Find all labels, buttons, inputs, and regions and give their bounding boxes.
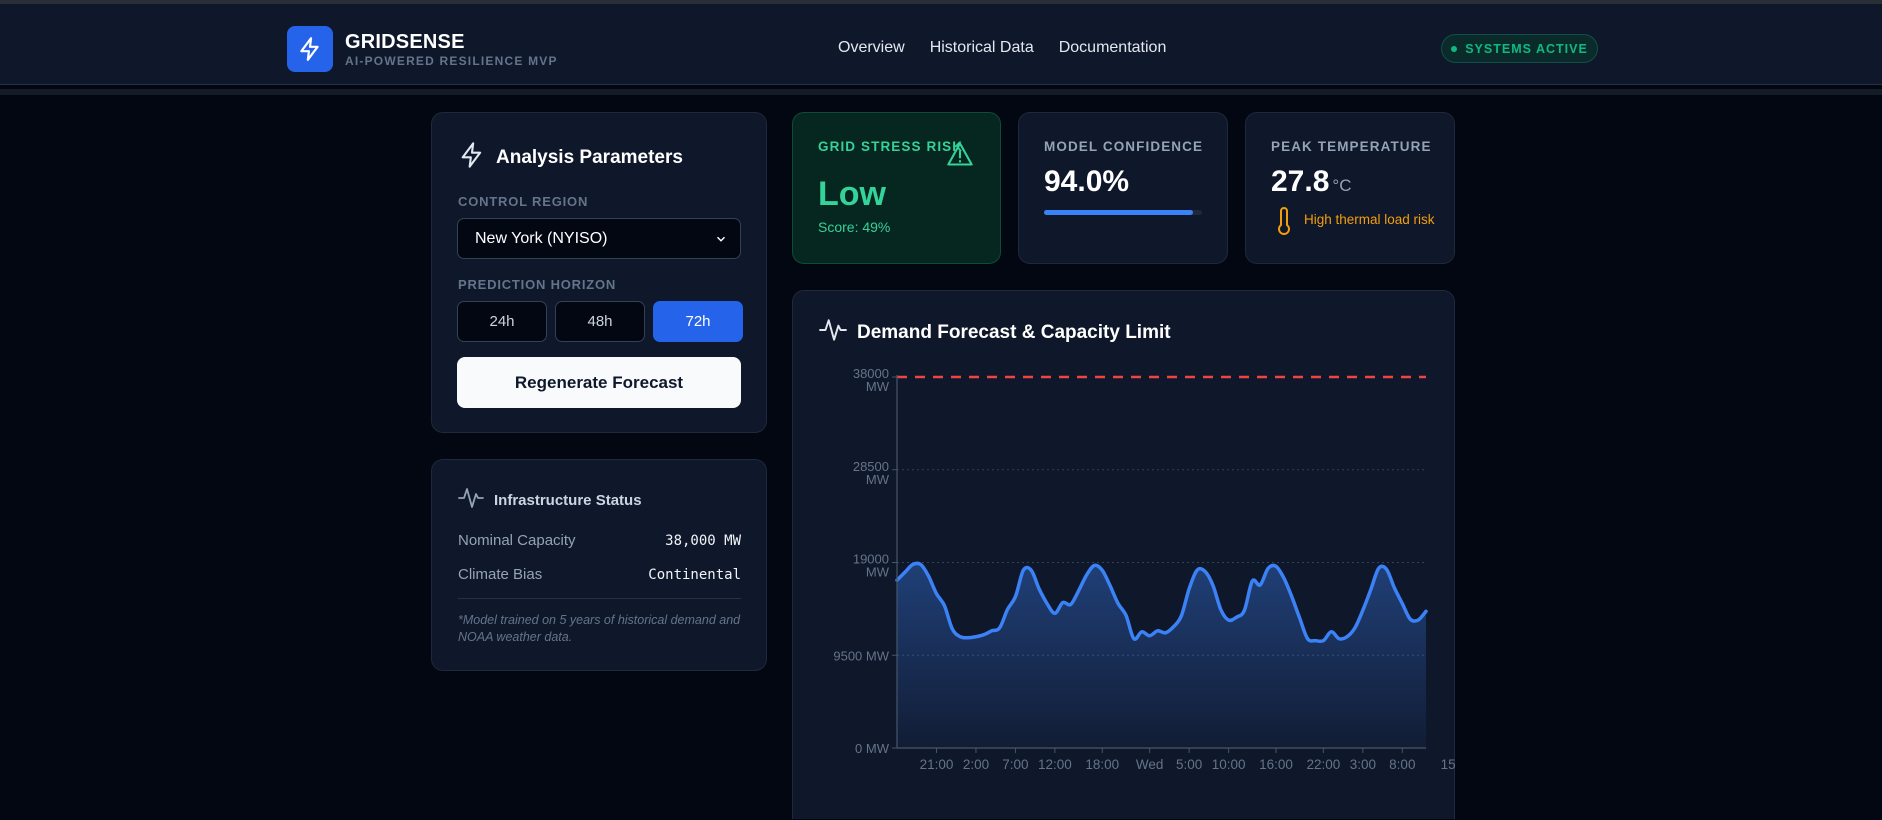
y-tick-label: 0 MW [855, 741, 890, 756]
peak-temperature-card: PEAK TEMPERATURE 27.8 °C High thermal loa… [1245, 112, 1455, 264]
confidence-bar-fill [1044, 210, 1193, 215]
x-tick-label: 15:00 [1441, 757, 1456, 772]
risk-level: Low [818, 175, 886, 213]
y-tick-unit: MW [866, 565, 890, 580]
confidence-value: 94.0% [1044, 165, 1130, 198]
x-tick-label: 21:00 [920, 757, 954, 772]
regenerate-forecast-button[interactable]: Regenerate Forecast [457, 357, 741, 408]
nominal-capacity-row: Nominal Capacity 38,000 MW [458, 532, 741, 549]
temperature-value: 27.8 °C [1271, 165, 1351, 199]
status-badge: SYSTEMS ACTIVE [1441, 34, 1598, 63]
x-tick-label: 8:00 [1389, 757, 1415, 772]
nav-historical-data[interactable]: Historical Data [929, 39, 1034, 56]
region-select-value: New York (NYISO) [475, 229, 608, 247]
thermal-load-note: High thermal load risk [1304, 212, 1435, 227]
prediction-horizon-label: PREDICTION HORIZON [458, 277, 617, 292]
warning-triangle-icon [945, 140, 975, 173]
activity-icon [819, 318, 847, 347]
region-select[interactable]: New York (NYISO) [457, 218, 741, 259]
control-region-label: CONTROL REGION [458, 194, 589, 209]
model-note: *Model trained on 5 years of historical … [458, 613, 741, 644]
confidence-bar [1044, 210, 1202, 215]
lightning-logo-icon [287, 26, 333, 72]
y-tick-label: 28500 [853, 459, 889, 474]
lightning-icon [458, 141, 486, 174]
card-title: Analysis Parameters [496, 146, 683, 168]
status-dot-icon [1451, 45, 1458, 52]
brand-tagline: AI-POWERED RESILIENCE MVP [345, 54, 558, 68]
x-tick-label: 7:00 [1002, 757, 1028, 772]
x-tick-label: 10:00 [1212, 757, 1246, 772]
x-tick-label: 3:00 [1350, 757, 1376, 772]
stat-label: MODEL CONFIDENCE [1044, 139, 1204, 154]
analysis-parameters-card: Analysis Parameters CONTROL REGION New Y… [431, 112, 767, 433]
x-tick-label: Wed [1136, 757, 1164, 772]
brand[interactable]: GRIDSENSE AI-POWERED RESILIENCE MVP [287, 26, 558, 72]
header-divider [0, 89, 1882, 95]
x-tick-label: 18:00 [1085, 757, 1119, 772]
stat-label: PEAK TEMPERATURE [1271, 139, 1432, 154]
x-tick-label: 16:00 [1259, 757, 1293, 772]
x-tick-label: 5:00 [1176, 757, 1202, 772]
demand-forecast-card: Demand Forecast & Capacity Limit 38000 MW… [792, 290, 1456, 819]
nav-overview[interactable]: Overview [838, 39, 905, 56]
horizon-24h-button[interactable]: 24h [457, 301, 547, 342]
divider [458, 598, 741, 599]
horizon-toggle: 24h 48h 72h [457, 301, 743, 342]
demand-forecast-line [895, 561, 1428, 644]
brand-name: GRIDSENSE [345, 31, 465, 53]
main-nav: Overview Historical Data Documentation [838, 38, 1166, 58]
stat-label: GRID STRESS RISK [818, 139, 964, 154]
temperature-unit: °C [1332, 176, 1352, 195]
row-value: Continental [648, 566, 741, 583]
chevron-down-icon [716, 236, 726, 242]
demand-area [897, 563, 1426, 748]
status-label: SYSTEMS ACTIVE [1465, 41, 1588, 56]
chart-title: Demand Forecast & Capacity Limit [857, 321, 1171, 343]
model-confidence-card: MODEL CONFIDENCE 94.0% [1018, 112, 1228, 264]
x-tick-label: 2:00 [963, 757, 989, 772]
window-top-edge [0, 0, 1882, 4]
climate-bias-row: Climate Bias Continental [458, 566, 741, 583]
x-tick-label: 12:00 [1038, 757, 1072, 772]
app-header: GRIDSENSE AI-POWERED RESILIENCE MVP Over… [0, 4, 1882, 85]
y-tick-label: 38000 [853, 366, 889, 381]
card-title: Infrastructure Status [494, 492, 642, 509]
activity-icon [458, 487, 484, 514]
row-value: 38,000 MW [665, 532, 741, 549]
horizon-48h-button[interactable]: 48h [555, 301, 645, 342]
y-tick-label: 9500 MW [833, 648, 889, 663]
y-tick-unit: MW [866, 472, 890, 487]
thermometer-icon [1276, 207, 1292, 242]
horizon-72h-button[interactable]: 72h [653, 301, 743, 342]
row-key: Nominal Capacity [458, 532, 576, 549]
x-tick-label: 22:00 [1306, 757, 1340, 772]
grid-stress-risk-card: GRID STRESS RISK Low Score: 49% [792, 112, 1001, 264]
y-tick-label: 19000 [853, 552, 889, 567]
y-tick-unit: MW [866, 379, 890, 394]
risk-score: Score: 49% [818, 219, 891, 235]
nav-documentation[interactable]: Documentation [1058, 39, 1167, 56]
infrastructure-status-card: Infrastructure Status Nominal Capacity 3… [431, 459, 767, 671]
temperature-number: 27.8 [1271, 165, 1330, 198]
row-key: Climate Bias [458, 566, 543, 583]
